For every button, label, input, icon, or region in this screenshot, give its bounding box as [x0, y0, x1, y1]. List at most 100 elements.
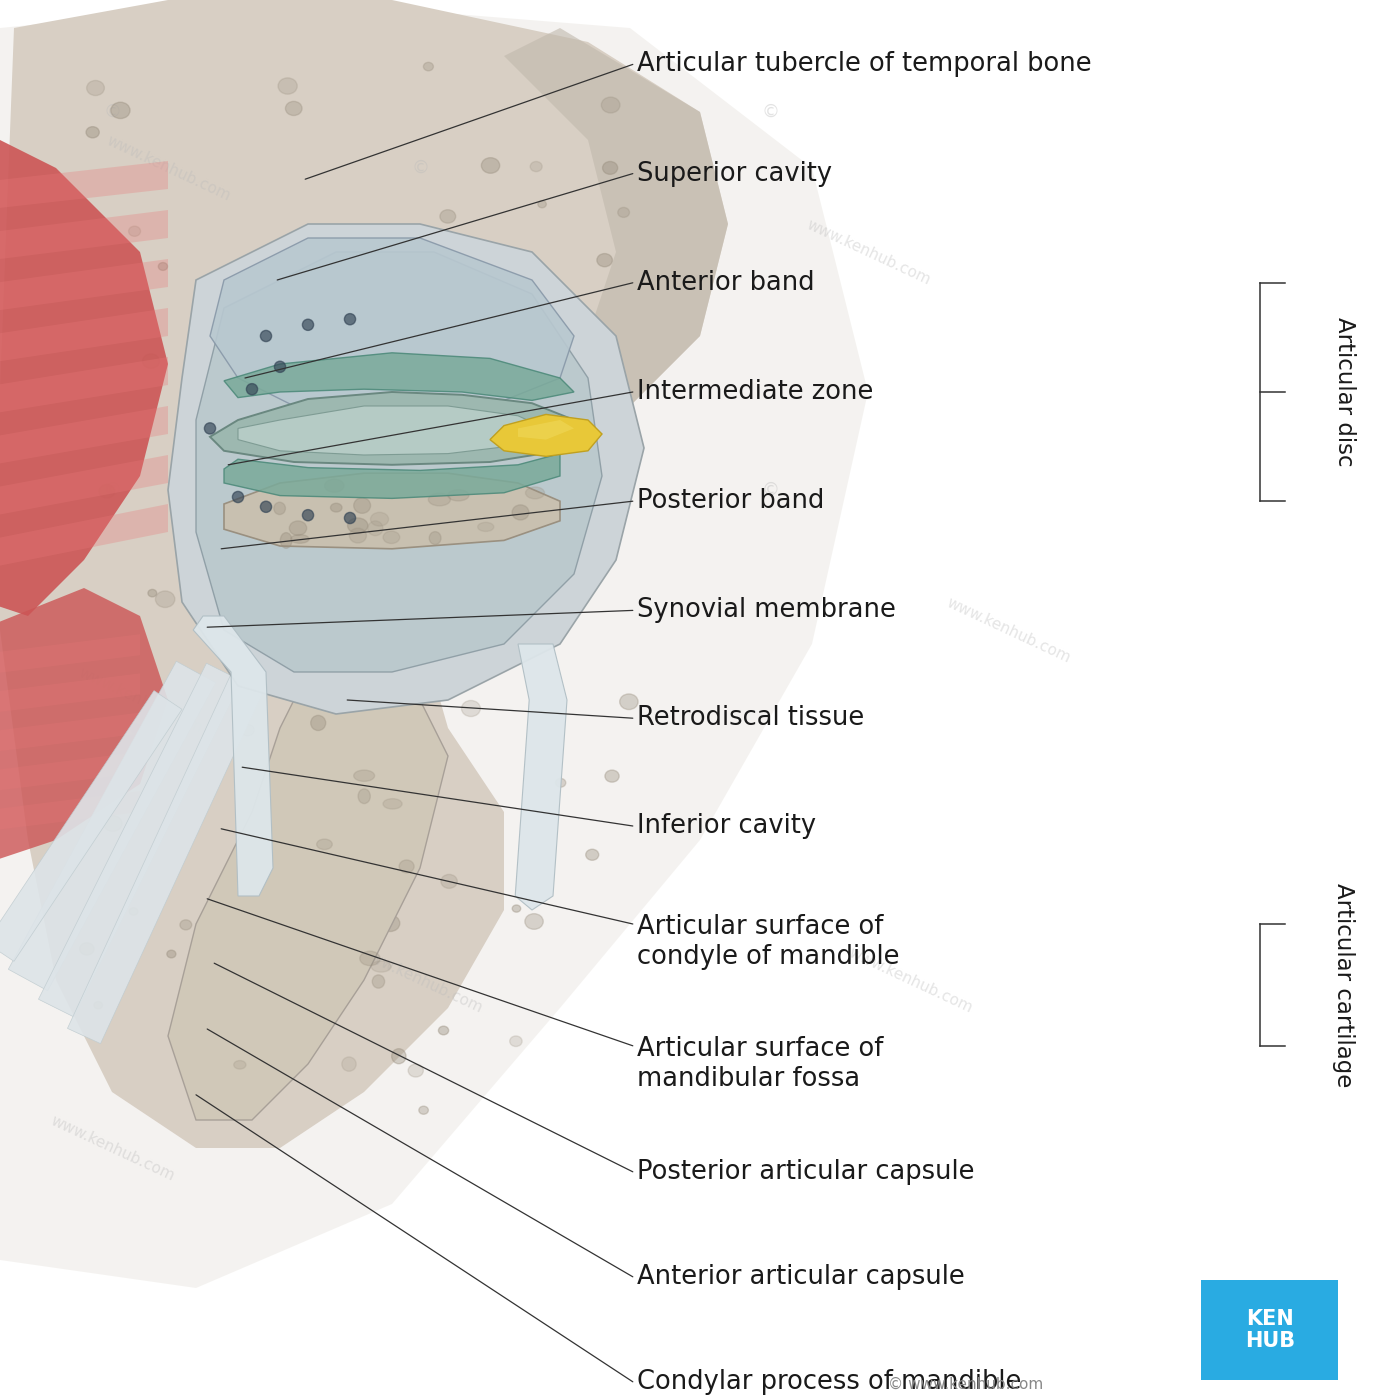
Ellipse shape	[130, 724, 143, 734]
Ellipse shape	[263, 1047, 276, 1057]
Polygon shape	[224, 454, 560, 498]
Ellipse shape	[104, 816, 122, 832]
Text: www.kenhub.com: www.kenhub.com	[356, 945, 484, 1015]
Polygon shape	[0, 210, 168, 273]
Text: www.kenhub.com: www.kenhub.com	[48, 1113, 176, 1183]
Polygon shape	[0, 161, 168, 220]
Ellipse shape	[375, 858, 385, 867]
Text: Inferior cavity: Inferior cavity	[637, 813, 816, 839]
Ellipse shape	[330, 503, 342, 512]
Ellipse shape	[148, 589, 157, 596]
Ellipse shape	[538, 200, 546, 207]
Text: www.kenhub.com: www.kenhub.com	[104, 133, 232, 203]
Circle shape	[260, 501, 272, 512]
Ellipse shape	[279, 78, 297, 94]
Ellipse shape	[318, 804, 333, 816]
Ellipse shape	[512, 505, 529, 519]
Text: Retrodiscal tissue: Retrodiscal tissue	[637, 706, 864, 731]
Ellipse shape	[441, 875, 458, 889]
Text: ©: ©	[762, 482, 778, 498]
Polygon shape	[196, 252, 602, 672]
Polygon shape	[0, 690, 182, 962]
Ellipse shape	[280, 532, 293, 549]
Circle shape	[260, 330, 272, 342]
Ellipse shape	[85, 126, 99, 137]
Text: © www.kenhub.com: © www.kenhub.com	[889, 1376, 1043, 1392]
Ellipse shape	[316, 839, 332, 850]
Ellipse shape	[129, 907, 139, 916]
Polygon shape	[210, 238, 574, 420]
Ellipse shape	[372, 974, 385, 988]
Polygon shape	[0, 259, 168, 326]
Ellipse shape	[350, 528, 367, 543]
Ellipse shape	[363, 872, 378, 886]
Ellipse shape	[384, 531, 400, 543]
Ellipse shape	[266, 991, 284, 1007]
Polygon shape	[67, 665, 269, 1043]
Polygon shape	[193, 616, 273, 896]
Ellipse shape	[80, 942, 94, 955]
Ellipse shape	[312, 879, 322, 888]
Polygon shape	[224, 473, 560, 549]
Text: ©: ©	[412, 160, 428, 176]
Ellipse shape	[596, 253, 612, 267]
Ellipse shape	[167, 951, 176, 958]
Text: www.kenhub.com: www.kenhub.com	[76, 665, 204, 735]
Ellipse shape	[181, 920, 192, 930]
Circle shape	[232, 491, 244, 503]
Ellipse shape	[358, 788, 371, 804]
Ellipse shape	[525, 487, 545, 498]
Ellipse shape	[423, 63, 434, 71]
Circle shape	[344, 512, 356, 524]
Circle shape	[246, 384, 258, 395]
Text: Articular surface of
condyle of mandible: Articular surface of condyle of mandible	[637, 914, 899, 970]
Ellipse shape	[347, 518, 368, 533]
Ellipse shape	[419, 1106, 428, 1114]
Ellipse shape	[371, 512, 389, 526]
Ellipse shape	[246, 1009, 263, 1023]
Ellipse shape	[392, 1049, 406, 1064]
Ellipse shape	[325, 479, 344, 493]
Text: Posterior articular capsule: Posterior articular capsule	[637, 1159, 974, 1184]
Ellipse shape	[357, 795, 368, 805]
Ellipse shape	[477, 522, 494, 532]
Polygon shape	[0, 357, 168, 431]
Polygon shape	[238, 406, 546, 455]
Polygon shape	[0, 504, 168, 588]
Polygon shape	[224, 353, 574, 400]
Ellipse shape	[368, 521, 384, 536]
Ellipse shape	[601, 374, 616, 386]
Polygon shape	[38, 664, 242, 1016]
Ellipse shape	[582, 441, 595, 452]
Ellipse shape	[206, 1033, 218, 1043]
Ellipse shape	[155, 591, 175, 608]
Ellipse shape	[311, 715, 326, 731]
Text: www.kenhub.com: www.kenhub.com	[846, 945, 974, 1015]
Ellipse shape	[291, 535, 309, 543]
Text: Synovial membrane: Synovial membrane	[637, 598, 896, 623]
Text: Anterior articular capsule: Anterior articular capsule	[637, 1264, 965, 1289]
Polygon shape	[490, 414, 602, 456]
Text: www.kenhub.com: www.kenhub.com	[944, 595, 1072, 665]
Ellipse shape	[234, 1088, 249, 1100]
Circle shape	[344, 314, 356, 325]
Ellipse shape	[274, 503, 286, 515]
Polygon shape	[0, 0, 868, 1288]
Polygon shape	[476, 28, 728, 504]
Polygon shape	[0, 673, 140, 722]
Ellipse shape	[585, 850, 599, 860]
Ellipse shape	[241, 724, 255, 736]
Ellipse shape	[620, 694, 638, 710]
FancyBboxPatch shape	[1201, 1280, 1338, 1380]
Ellipse shape	[354, 498, 371, 514]
Polygon shape	[168, 224, 644, 714]
Polygon shape	[515, 644, 567, 910]
Ellipse shape	[438, 1026, 448, 1035]
Ellipse shape	[605, 770, 619, 783]
Ellipse shape	[381, 916, 400, 931]
Ellipse shape	[94, 1001, 102, 1009]
Ellipse shape	[617, 207, 630, 217]
Text: Articular surface of
mandibular fossa: Articular surface of mandibular fossa	[637, 1036, 883, 1092]
Ellipse shape	[556, 778, 566, 787]
Polygon shape	[0, 588, 168, 868]
